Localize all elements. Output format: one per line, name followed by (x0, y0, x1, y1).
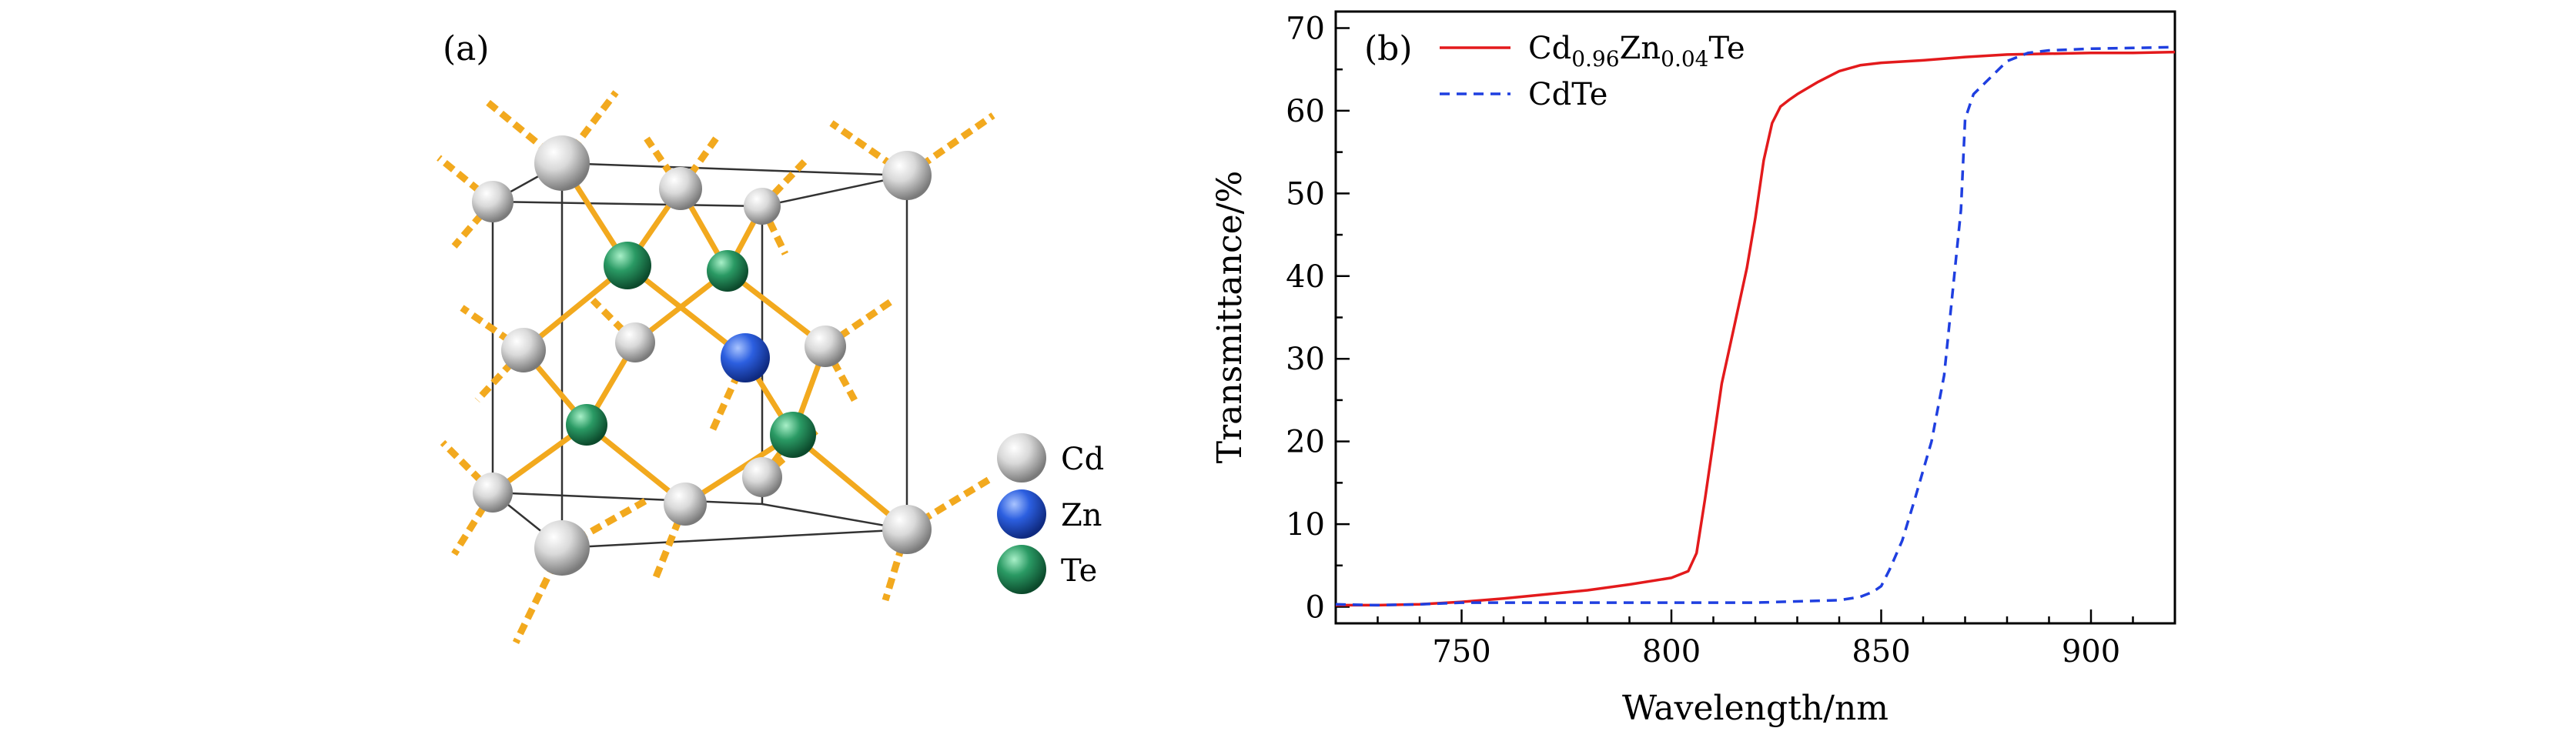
panel-a-legend: Cd Zn Te (997, 433, 1104, 594)
legend-cd-label: Cd (1061, 442, 1104, 477)
y-tick-label: 40 (1286, 259, 1325, 295)
legend-cdznte-label: Cd0.96Zn0.04Te (1528, 31, 1745, 72)
cd-atom (659, 167, 702, 210)
y-tick-label: 70 (1286, 11, 1325, 46)
x-tick-label: 800 (1642, 634, 1701, 670)
x-tick-label: 900 (2062, 634, 2120, 670)
y-tick-label: 50 (1286, 176, 1325, 212)
cd-atom (664, 483, 707, 526)
legend-cd-swatch (997, 433, 1046, 483)
panel-b-legend: Cd0.96Zn0.04Te CdTe (1440, 31, 1745, 112)
cd-atom (742, 457, 782, 497)
cd-atom (501, 328, 546, 372)
panel-a-label: (a) (443, 29, 490, 68)
cd-atom (534, 135, 590, 191)
atoms (472, 135, 932, 576)
te-atom (566, 404, 607, 446)
zn-atom (721, 333, 770, 382)
cd-atom (472, 181, 514, 222)
x-axis: 750 800 850 900 (1334, 609, 2176, 670)
panel-a-crystal-structure: (a) (437, 29, 1104, 644)
te-atom (770, 412, 816, 458)
te-atom (604, 242, 651, 289)
te-atom (707, 250, 748, 292)
y-tick-label: 30 (1286, 342, 1325, 377)
panel-b-chart: 750 800 850 900 0 10 20 30 40 50 60 70 (b) Cd0.96Z… (1210, 10, 2176, 728)
y-tick-label: 10 (1286, 507, 1325, 543)
x-tick-label: 750 (1432, 634, 1490, 670)
series-line-cdznte (1336, 50, 2175, 607)
y-axis-label: Transmittance/% (1210, 171, 1250, 464)
y-tick-label: 20 (1286, 425, 1325, 460)
cd-atom (534, 520, 590, 576)
legend-te-swatch (997, 545, 1046, 594)
cd-atom (473, 473, 513, 513)
legend-te-label: Te (1061, 553, 1097, 589)
y-axis: 0 10 20 30 40 50 60 70 (1286, 11, 1350, 626)
cd-atom (882, 505, 932, 554)
x-tick-label: 850 (1852, 634, 1910, 670)
legend-cdte-label: CdTe (1528, 77, 1607, 112)
cd-atom (805, 326, 846, 367)
y-tick-label: 0 (1306, 590, 1325, 626)
y-tick-label: 60 (1286, 94, 1325, 129)
series-line-cdte (1336, 45, 2175, 607)
cd-atom (744, 188, 781, 225)
series-layer (1336, 45, 2175, 607)
panel-b-label: (b) (1364, 29, 1413, 68)
cd-atom (615, 322, 655, 362)
x-axis-label: Wavelength/nm (1622, 689, 1889, 728)
plot-frame (1334, 10, 2176, 625)
cd-atom (882, 151, 932, 200)
legend-zn-swatch (997, 489, 1046, 539)
legend-zn-label: Zn (1061, 498, 1102, 533)
